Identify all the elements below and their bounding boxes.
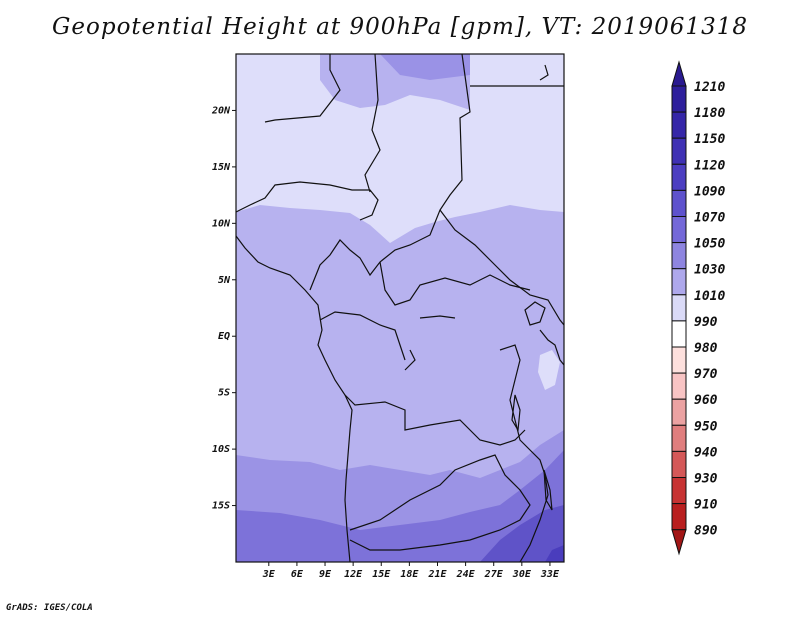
grads-credit: GrADS: IGES/COLA — [6, 603, 93, 613]
colorbar-segment — [671, 189, 687, 217]
colorbar-top-arrow — [671, 60, 687, 87]
x-tick-label: 3E — [262, 569, 276, 580]
colorbar-label: 1090 — [694, 184, 725, 199]
colorbar-label: 890 — [694, 524, 718, 539]
y-tick-label: 10N — [212, 218, 231, 229]
colorbar: 1210 1180 1150 1120 1090 1070 1050 1030 1010 990 9… — [671, 60, 725, 556]
colorbar-segment — [671, 450, 687, 478]
colorbar-label: 930 — [694, 472, 718, 487]
colorbar-label: 1180 — [694, 106, 725, 121]
colorbar-segment — [671, 163, 687, 191]
colorbar-segment — [671, 346, 687, 374]
y-tick-label: 5S — [218, 388, 230, 399]
x-tick-label: 30E — [512, 569, 532, 580]
colorbar-segment — [671, 216, 687, 244]
colorbar-label: 940 — [694, 445, 718, 460]
map-frame — [235, 53, 565, 563]
x-tick-label: 9E — [319, 569, 332, 580]
x-tick-label: 6E — [291, 569, 304, 580]
chart-title: Geopotential Height at 900hPa [gpm], VT:… — [52, 14, 748, 40]
colorbar-segment — [671, 503, 687, 531]
colorbar-segment — [671, 372, 687, 400]
y-tick-label: 10S — [212, 444, 230, 455]
colorbar-label: 1150 — [694, 132, 725, 147]
field-band-1050-1070-top — [380, 54, 470, 80]
y-tick-label: 15N — [212, 162, 231, 173]
colorbar-segment — [671, 111, 687, 139]
x-tick-label: 27E — [484, 569, 504, 580]
field-band-1010-1030-north — [236, 54, 564, 243]
x-tick-label: 33E — [540, 569, 560, 580]
map-panel — [236, 54, 564, 562]
colorbar-segment — [671, 242, 687, 270]
x-tick-label: 15E — [372, 569, 391, 580]
x-tick-label: 24E — [456, 569, 476, 580]
colorbar-label: 990 — [694, 315, 718, 330]
y-tick-label: 5N — [218, 275, 231, 286]
colorbar-segment — [671, 85, 687, 113]
x-tick-label: 12E — [344, 569, 363, 580]
colorbar-label: 950 — [694, 419, 718, 434]
y-tick-label: 15S — [212, 501, 230, 512]
colorbar-segment — [671, 137, 687, 165]
colorbar-segment — [671, 477, 687, 505]
field-patch-1010-1030-east — [538, 350, 560, 390]
colorbar-label: 1120 — [694, 158, 725, 173]
y-tick-label: 20N — [211, 105, 231, 116]
colorbar-bottom-arrow — [671, 529, 687, 556]
colorbar-segment — [671, 398, 687, 426]
axes: 3E 6E 9E 12E 15E 18E 21E 24E 27E 30E 33E 20N 15N 10N 5… — [211, 105, 560, 580]
colorbar-label: 1010 — [694, 289, 725, 304]
x-tick-label: 18E — [400, 569, 419, 580]
colorbar-segment — [671, 294, 687, 322]
coastlines-borders — [236, 54, 564, 562]
colorbar-label: 910 — [694, 498, 718, 513]
field-band-1070-1090 — [236, 450, 564, 562]
y-tick-label: EQ — [218, 331, 230, 342]
colorbar-label: 970 — [694, 367, 718, 382]
colorbar-label: 960 — [694, 393, 718, 408]
colorbar-label: 1070 — [694, 211, 725, 226]
colorbar-segment — [671, 424, 687, 452]
colorbar-segment — [671, 268, 687, 296]
colorbar-label: 1210 — [694, 80, 725, 95]
colorbar-segment — [671, 320, 687, 348]
field-band-1090-1120 — [480, 505, 564, 562]
x-tick-label: 21E — [427, 569, 447, 580]
colorbar-label: 1030 — [694, 263, 725, 278]
colorbar-label: 1050 — [694, 237, 725, 252]
colorbar-label: 980 — [694, 341, 718, 356]
field-band-1120-1150 — [545, 545, 564, 562]
